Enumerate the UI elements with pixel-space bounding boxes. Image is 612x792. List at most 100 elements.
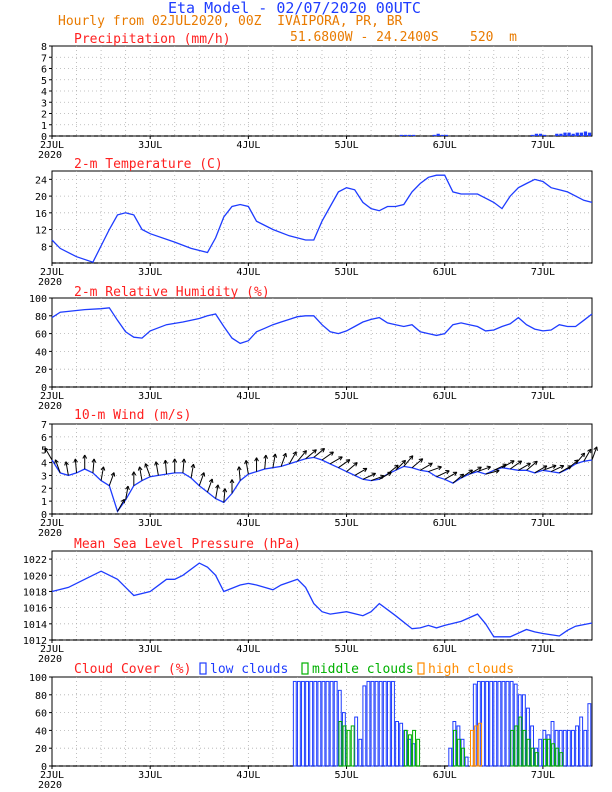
legend-swatch	[199, 662, 207, 675]
x-year-label: 2020	[38, 401, 62, 412]
legend-label: high clouds	[428, 662, 514, 677]
panel-rh: 0 20 40 60 80 100 2JUL 3JUL 4JUL 5JUL 6JUL 7JUL 2020…	[29, 285, 593, 412]
wind-barb-head	[533, 460, 538, 463]
cloud-bar-0	[579, 716, 584, 767]
wind-barb-head	[74, 458, 78, 463]
wind-barb-head	[394, 464, 399, 467]
precip-bar	[440, 134, 444, 136]
wind-barb-head	[93, 458, 97, 463]
cloud-bar-0	[321, 680, 326, 767]
x-tick-label: 3JUL	[138, 644, 162, 655]
wind-barb	[305, 449, 317, 460]
wind-barb-head	[438, 466, 442, 471]
wind-barb	[419, 462, 433, 471]
cloud-bar-0	[305, 680, 309, 767]
precip-bar	[538, 133, 543, 136]
cloud-bar-0	[362, 685, 367, 767]
cloud-bar-0	[489, 680, 494, 767]
cloud-bar-0	[317, 680, 322, 767]
wind-barb-head	[256, 457, 259, 462]
cloud-bar-0	[378, 680, 383, 767]
wind-barb	[264, 455, 267, 470]
panel-title: 2-m Relative Humidity (%)	[74, 285, 270, 300]
legend-swatch	[301, 662, 309, 675]
x-tick-label: 4JUL	[236, 644, 260, 655]
cloud-bar-1	[555, 747, 560, 767]
precip-bar	[571, 133, 575, 136]
wind-barb	[346, 462, 358, 472]
wind-barb	[411, 458, 424, 469]
cloud-bar-1	[559, 752, 564, 767]
wind-barb-head	[174, 458, 178, 463]
wind-barb-head	[322, 448, 326, 453]
wind-barb	[469, 466, 482, 475]
wind-barb-head	[263, 454, 267, 459]
y-tick-label: 0	[41, 132, 47, 143]
cloud-bar-1	[338, 721, 343, 767]
x-tick-label: 5JUL	[335, 644, 359, 655]
y-tick-label: 1020	[23, 571, 47, 582]
precip-bar	[559, 133, 563, 136]
wind-barb-head	[211, 478, 214, 484]
x-tick-label: 2JUL	[40, 770, 64, 781]
panel-title: 2-m Temperature (C)	[74, 157, 223, 172]
wind-barb	[436, 470, 450, 478]
wind-barb-head	[372, 473, 377, 477]
wind-barb-head	[137, 466, 141, 471]
wind-barb	[65, 461, 69, 476]
y-tick-label: 1	[41, 497, 47, 508]
x-tick-label: 2JUL	[40, 267, 64, 278]
wind-barb	[477, 466, 491, 473]
cloud-bar-1	[514, 725, 519, 767]
wind-barb-head	[54, 459, 56, 464]
wind-barb-head	[437, 465, 442, 468]
cloud-bar-0	[505, 680, 510, 767]
wind-barb-head	[181, 458, 185, 463]
x-tick-label: 3JUL	[138, 140, 162, 151]
cloud-bar-0	[587, 703, 592, 767]
panel-wind: 0 1 2 34 5 6 7 2JUL 3JUL 4JUL 5JUL 6JUL 7JUL 2020 10-m…	[38, 408, 598, 539]
wind-barb-head	[420, 458, 424, 463]
panel-frame	[51, 170, 593, 264]
precip-bar	[530, 134, 534, 136]
wind-barb-head	[459, 473, 464, 476]
wind-barb-head	[265, 454, 269, 459]
x-tick-label: 5JUL	[335, 391, 359, 402]
cloud-bar-2	[470, 729, 474, 767]
wind-barb-head	[245, 460, 249, 464]
x-tick-label: 5JUL	[335, 140, 359, 151]
wind-barb	[44, 447, 53, 461]
x-tick-label: 7JUL	[531, 644, 555, 655]
wind-barb	[198, 472, 205, 486]
cloud-bar-1	[526, 738, 531, 767]
wind-barb-head	[183, 458, 187, 463]
wind-barb-head	[587, 448, 592, 452]
y-tick-label: 5	[41, 446, 47, 457]
y-tick-label: 3	[41, 98, 47, 109]
y-tick-label: 1022	[23, 555, 47, 566]
wind-barb-head	[144, 463, 146, 468]
wind-barb	[280, 453, 287, 467]
precip-bar	[534, 133, 538, 136]
cloud-bar-2	[474, 725, 478, 767]
wind-barb-head	[65, 461, 69, 466]
wind-barb	[452, 473, 464, 484]
y-tick-label: 60	[35, 330, 47, 341]
x-tick-label: 7JUL	[531, 140, 555, 151]
precip-bar	[542, 134, 547, 136]
cloud-bar-1	[543, 738, 547, 767]
wind-barb	[591, 446, 598, 461]
wind-barb-head	[190, 463, 194, 468]
y-tick-label: 6	[41, 65, 47, 76]
series-line	[51, 307, 593, 345]
cloud-bar-0	[571, 729, 575, 767]
wind-barb	[387, 464, 399, 475]
series-line	[51, 562, 593, 638]
wind-barb	[329, 456, 343, 465]
y-tick-label: 100	[29, 673, 47, 684]
wind-barb-head	[120, 498, 125, 502]
legend-swatch	[417, 662, 425, 675]
